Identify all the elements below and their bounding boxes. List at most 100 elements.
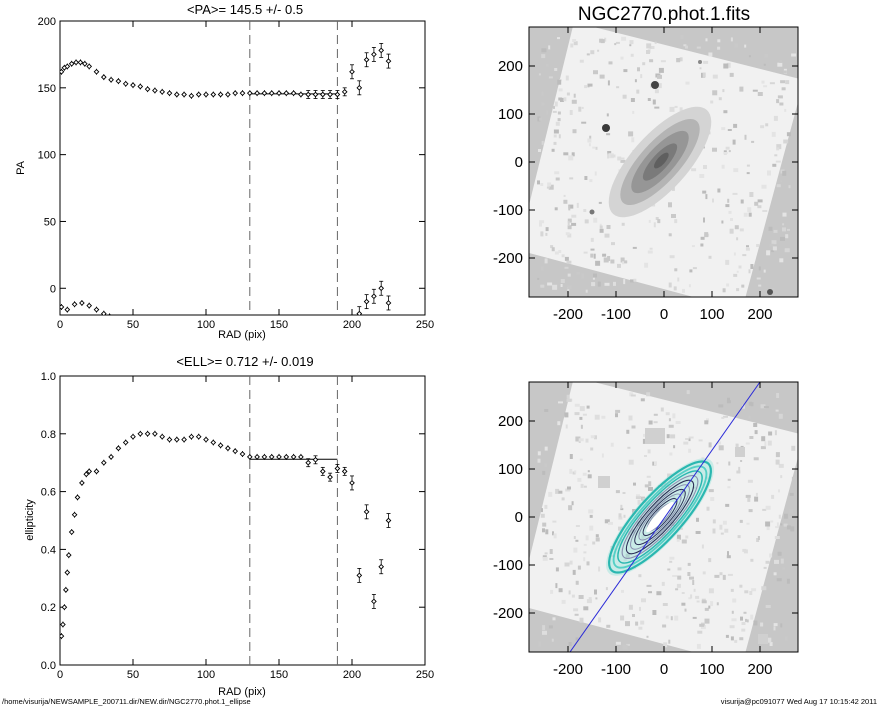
noise-speck: [692, 580, 695, 585]
pa-data-point: [81, 60, 88, 67]
ell-y-tick-label: 0.8: [41, 429, 56, 441]
noise-speck: [766, 250, 771, 256]
noise-speck: [606, 133, 611, 136]
noise-speck: [603, 257, 609, 263]
noise-speck: [538, 73, 541, 76]
noise-speck: [589, 525, 594, 531]
noise-speck: [737, 535, 741, 539]
noise-speck: [683, 44, 687, 47]
noise-speck: [593, 273, 597, 278]
noise-speck: [573, 93, 576, 98]
noise-speck: [568, 155, 574, 161]
noise-speck: [540, 513, 545, 518]
noise-speck: [701, 598, 706, 601]
noise-speck: [776, 144, 782, 150]
noise-speck: [652, 99, 656, 105]
noise-speck: [595, 534, 599, 538]
noise-speck: [717, 188, 721, 193]
noise-speck: [669, 556, 675, 560]
ell-data-point: [254, 454, 260, 460]
noise-speck: [788, 185, 791, 189]
noise-speck: [773, 115, 778, 121]
noise-speck: [565, 488, 571, 492]
noise-speck: [746, 172, 750, 175]
noise-speck: [545, 232, 548, 236]
noise-speck: [578, 440, 581, 443]
noise-speck: [627, 446, 631, 449]
noise-speck: [595, 537, 600, 542]
noise-speck: [749, 436, 754, 439]
noise-speck: [608, 521, 613, 525]
noise-speck: [704, 232, 709, 238]
noise-speck: [568, 505, 573, 511]
noise-speck: [780, 523, 783, 526]
noise-speck: [702, 190, 707, 194]
noise-speck: [708, 605, 711, 609]
noise-speck: [767, 440, 772, 446]
noise-speck: [640, 398, 645, 402]
noise-speck: [548, 76, 553, 79]
noise-speck: [599, 74, 605, 79]
ell-data-point: [246, 454, 253, 460]
image-x-tick-label: -200: [553, 661, 583, 678]
noise-speck: [683, 441, 689, 445]
ell-data-point: [130, 433, 136, 440]
noise-speck: [583, 485, 587, 488]
noise-speck: [727, 573, 733, 576]
noise-speck: [729, 72, 734, 77]
noise-speck: [782, 170, 787, 176]
noise-speck: [647, 250, 653, 254]
noise-speck: [782, 212, 787, 217]
noise-speck: [667, 568, 671, 571]
noise-speck: [593, 70, 598, 75]
noise-speck: [557, 79, 562, 85]
noise-speck: [766, 637, 772, 643]
noise-speck: [670, 616, 673, 621]
noise-speck: [590, 248, 595, 251]
noise-speck: [748, 415, 751, 419]
noise-speck: [730, 636, 734, 641]
noise-speck: [571, 214, 577, 218]
noise-speck: [568, 204, 574, 209]
noise-speck: [688, 438, 691, 442]
noise-speck: [733, 168, 739, 173]
noise-speck: [725, 634, 729, 638]
noise-speck: [685, 45, 688, 49]
noise-speck: [554, 251, 559, 255]
star: [651, 81, 659, 89]
noise-speck: [558, 588, 563, 593]
noise-speck: [567, 273, 571, 277]
noise-speck: [615, 413, 618, 418]
noise-speck: [598, 201, 602, 204]
noise-speck: [757, 199, 763, 203]
pa-data-point: [166, 90, 173, 96]
noise-speck: [629, 392, 634, 397]
pa-data-point: [144, 86, 151, 92]
noise-speck: [747, 497, 751, 502]
noise-speck: [654, 89, 659, 94]
noise-speck: [775, 459, 780, 465]
noise-speck: [586, 405, 590, 409]
noise-speck: [557, 421, 561, 426]
noise-speck: [540, 183, 544, 186]
noise-speck: [590, 50, 595, 55]
noise-speck: [544, 258, 548, 264]
noise-speck: [583, 606, 589, 611]
noise-speck: [776, 147, 780, 151]
noise-speck: [769, 243, 774, 247]
image-axes: -200 -100 0 100 200 200 100 0 -100 -200: [493, 27, 798, 323]
contour-image: [529, 382, 798, 652]
noise-speck: [757, 205, 762, 209]
noise-speck: [654, 41, 657, 44]
isophote-contour: [638, 493, 682, 541]
pa-y-tick-label: 200: [38, 16, 56, 28]
image-x-tick-label: -100: [601, 306, 631, 323]
noise-speck: [776, 99, 780, 104]
noise-speck: [537, 277, 540, 280]
noise-speck: [542, 555, 547, 559]
noise-speck: [648, 219, 651, 223]
star: [767, 289, 773, 295]
star: [602, 124, 610, 132]
noise-speck: [607, 151, 612, 155]
